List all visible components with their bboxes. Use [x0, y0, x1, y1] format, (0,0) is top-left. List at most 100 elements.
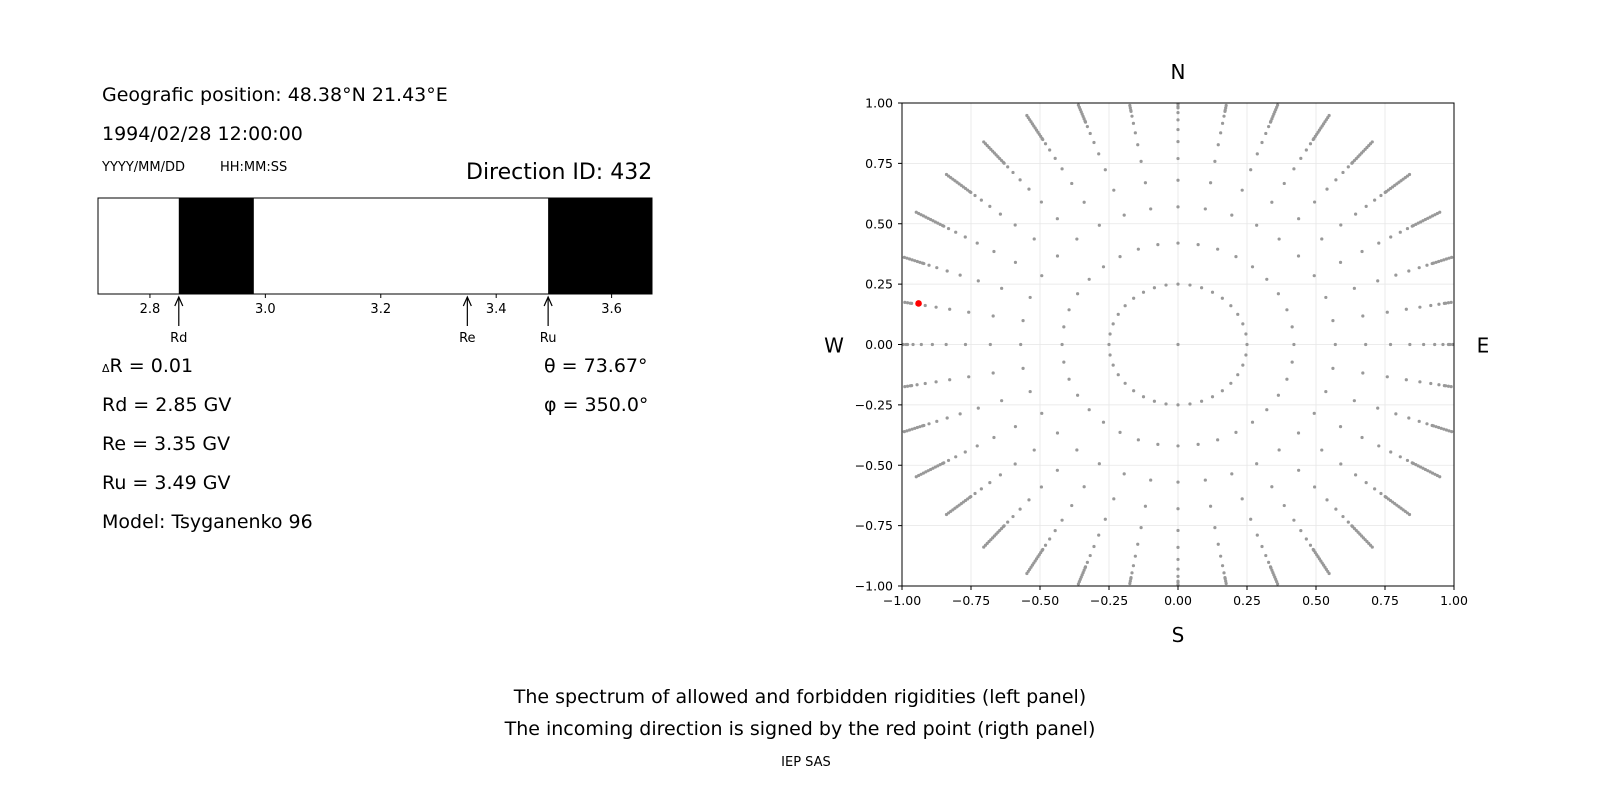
ray-point — [1000, 399, 1004, 403]
ray-point — [918, 425, 922, 429]
ray-point — [1249, 168, 1253, 172]
ray-point — [948, 307, 952, 311]
ray-point — [1377, 444, 1381, 448]
ray-point — [1292, 342, 1296, 347]
ray-point — [1136, 438, 1140, 442]
ray-point — [1376, 406, 1380, 410]
marker-label-re: Re — [459, 331, 475, 346]
ray-point — [917, 473, 921, 478]
spectrum-tick-label: 3.2 — [370, 302, 391, 317]
ray-point — [1404, 378, 1408, 382]
ray-point — [1060, 518, 1064, 522]
ray-point — [1143, 181, 1148, 185]
ray-point — [924, 215, 928, 219]
ray-point — [1076, 292, 1080, 296]
y-tick-label: −0.75 — [855, 518, 893, 533]
ray-point — [1092, 140, 1096, 145]
ray-point — [1338, 260, 1343, 264]
marker-arrowhead-re — [462, 295, 472, 307]
ray-point — [1213, 159, 1217, 163]
ray-point — [1018, 178, 1022, 182]
ray-point — [1352, 399, 1356, 403]
ray-point — [1267, 125, 1271, 129]
ray-point — [1447, 429, 1451, 433]
spectrum-tick-label: 2.8 — [140, 302, 161, 317]
ring-point — [1116, 312, 1120, 316]
ray-point — [1000, 286, 1004, 290]
ray-point — [1430, 471, 1435, 475]
ray-point — [923, 381, 927, 386]
marker-label-rd: Rd — [170, 331, 187, 346]
x-tick-label: 0.75 — [1371, 593, 1399, 608]
ray-point — [1296, 431, 1301, 435]
ray-point — [1398, 230, 1402, 234]
ray-point — [1255, 223, 1259, 227]
ray-point — [963, 342, 968, 347]
ray-point — [1265, 408, 1269, 412]
ray-point — [1417, 419, 1421, 423]
ray-point — [1364, 204, 1368, 208]
ray-point — [1131, 564, 1136, 568]
ray-point — [1428, 470, 1432, 474]
ray-point — [1032, 237, 1036, 241]
ring-point — [1236, 373, 1240, 377]
ray-point — [1425, 422, 1429, 426]
ray-point — [976, 406, 980, 410]
ray-point — [1442, 427, 1446, 431]
ray-point — [1437, 425, 1441, 430]
ring-point — [1188, 402, 1192, 406]
ray-point — [1176, 118, 1180, 122]
ray-point — [907, 257, 912, 261]
ray-point — [1118, 430, 1122, 434]
ray-point — [1129, 577, 1133, 581]
ring-point — [1210, 290, 1215, 294]
ray-point — [1334, 507, 1338, 511]
ray-point — [1285, 377, 1289, 381]
ring-point — [1107, 342, 1111, 347]
ray-point — [930, 342, 934, 347]
ray-point — [1149, 207, 1153, 211]
ray-point — [1433, 342, 1437, 347]
ray-point — [1176, 480, 1180, 484]
ray-point — [1346, 165, 1350, 169]
ray-point — [991, 371, 995, 375]
ray-point — [1405, 458, 1410, 463]
ray-point — [1433, 213, 1437, 217]
ray-point — [1255, 462, 1259, 466]
ray-point — [967, 375, 971, 379]
ray-point — [1048, 148, 1052, 152]
ray-point — [1176, 241, 1180, 245]
ray-point — [1431, 424, 1436, 428]
ray-point — [1230, 472, 1234, 476]
ray-point — [1434, 260, 1438, 264]
ray-point — [1053, 529, 1057, 533]
ray-point — [1422, 342, 1426, 347]
ray-point — [1431, 261, 1436, 265]
ray-point — [1388, 342, 1393, 347]
ray-point — [1373, 198, 1377, 202]
ray-point — [1265, 277, 1269, 281]
ray-point — [1118, 255, 1122, 259]
ray-point — [954, 230, 958, 234]
ray-point — [1097, 462, 1101, 466]
ray-point — [1450, 430, 1454, 434]
ray-point — [1019, 342, 1023, 347]
compass-south: S — [1172, 623, 1185, 647]
ray-point — [1277, 237, 1281, 241]
ray-point — [1021, 318, 1025, 323]
ray-point — [940, 223, 945, 228]
ring-point — [1199, 399, 1204, 403]
ray-point — [1414, 222, 1418, 226]
ray-point — [1360, 249, 1364, 254]
ray-point — [1103, 168, 1107, 172]
ray-point — [1208, 504, 1213, 508]
ray-point — [1043, 543, 1048, 547]
ray-point — [1176, 111, 1180, 115]
ray-point — [913, 426, 917, 430]
ray-point — [1299, 156, 1303, 160]
ray-point — [1407, 416, 1411, 420]
ray-point — [903, 300, 907, 304]
center-point — [1176, 342, 1180, 347]
ray-point — [1407, 512, 1412, 517]
ray-point — [1062, 360, 1066, 364]
